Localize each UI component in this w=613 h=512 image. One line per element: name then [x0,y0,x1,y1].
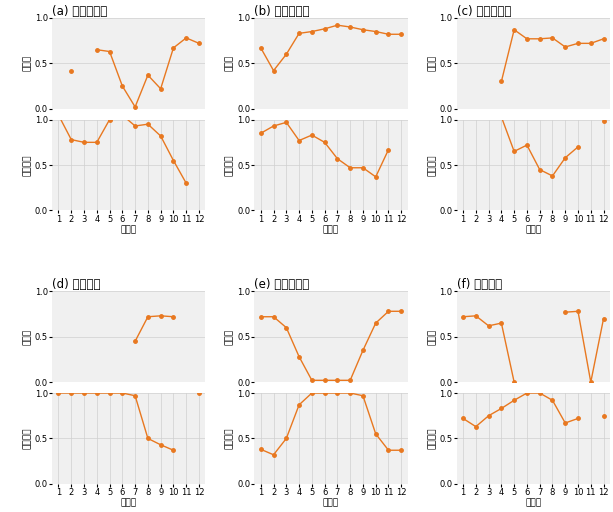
X-axis label: （月）: （月） [323,498,339,507]
Y-axis label: 空振り率: 空振り率 [23,428,32,449]
Text: (d) 北大西洋: (d) 北大西洋 [52,279,101,291]
X-axis label: （月）: （月） [525,225,541,234]
Text: (c) 北東太平洋: (c) 北東太平洋 [457,5,511,18]
Y-axis label: 空振り率: 空振り率 [428,428,436,449]
Text: (b) 北西太平洋: (b) 北西太平洋 [254,5,310,18]
X-axis label: （月）: （月） [525,498,541,507]
X-axis label: （月）: （月） [121,498,137,507]
Y-axis label: 捕捉率: 捕捉率 [428,329,436,345]
Text: (a) 北インド洋: (a) 北インド洋 [52,5,107,18]
Y-axis label: 捕捉率: 捕捉率 [226,55,234,71]
Y-axis label: 空振り率: 空振り率 [23,154,32,176]
Y-axis label: 捕捉率: 捕捉率 [428,55,436,71]
Y-axis label: 捕捉率: 捕捉率 [23,55,32,71]
Y-axis label: 捕捉率: 捕捉率 [226,329,234,345]
X-axis label: （月）: （月） [121,225,137,234]
Y-axis label: 空振り率: 空振り率 [226,428,234,449]
Text: (f) 南太平洋: (f) 南太平洋 [457,279,502,291]
Y-axis label: 空振り率: 空振り率 [226,154,234,176]
X-axis label: （月）: （月） [323,225,339,234]
Text: (e) 南インド洋: (e) 南インド洋 [254,279,310,291]
Y-axis label: 空振り率: 空振り率 [428,154,436,176]
Y-axis label: 捕捉率: 捕捉率 [23,329,32,345]
